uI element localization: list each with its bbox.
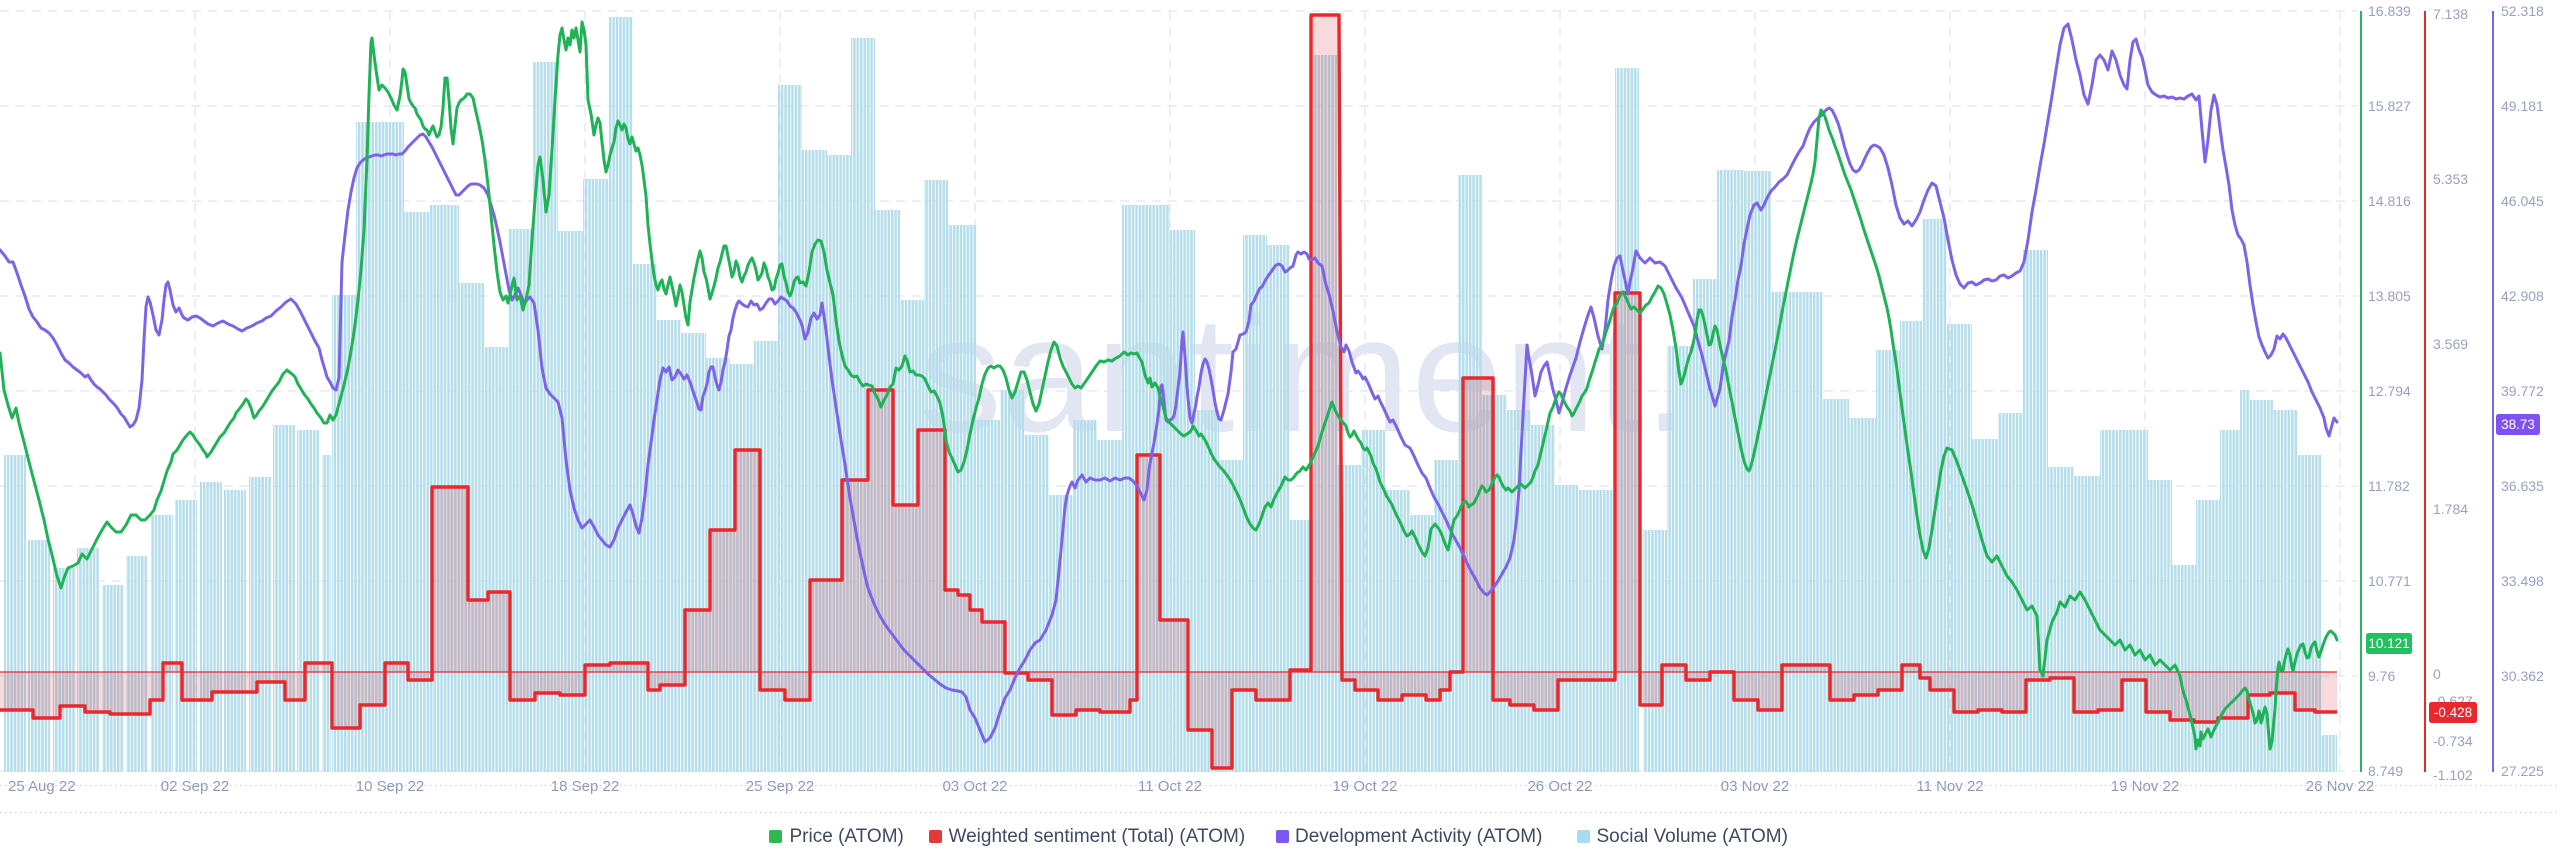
- svg-text:36.635: 36.635: [2501, 478, 2544, 494]
- svg-text:27.225: 27.225: [2501, 763, 2544, 779]
- svg-text:5.353: 5.353: [2433, 171, 2468, 187]
- svg-text:10.771: 10.771: [2368, 573, 2411, 589]
- svg-text:52.318: 52.318: [2501, 3, 2544, 19]
- svg-text:33.498: 33.498: [2501, 573, 2544, 589]
- svg-text:12.794: 12.794: [2368, 383, 2411, 399]
- svg-text:19 Oct 22: 19 Oct 22: [1332, 778, 1397, 795]
- svg-text:30.362: 30.362: [2501, 668, 2544, 684]
- svg-text:42.908: 42.908: [2501, 288, 2544, 304]
- svg-text:0: 0: [2433, 666, 2441, 682]
- svg-text:38.73: 38.73: [2501, 417, 2535, 432]
- svg-text:46.045: 46.045: [2501, 193, 2544, 209]
- svg-text:02 Sep 22: 02 Sep 22: [161, 778, 229, 795]
- svg-text:25 Aug 22: 25 Aug 22: [8, 778, 76, 795]
- svg-text:11.782: 11.782: [2368, 478, 2410, 494]
- svg-text:1.784: 1.784: [2433, 501, 2468, 517]
- svg-text:26 Nov 22: 26 Nov 22: [2306, 778, 2374, 795]
- svg-text:-1.102: -1.102: [2433, 767, 2473, 783]
- svg-text:18 Sep 22: 18 Sep 22: [551, 778, 619, 795]
- svg-text:Development Activity (ATOM): Development Activity (ATOM): [1295, 826, 1542, 847]
- svg-text:8.749: 8.749: [2368, 763, 2403, 779]
- svg-text:-0.734: -0.734: [2433, 733, 2473, 749]
- svg-text:15.827: 15.827: [2368, 98, 2411, 114]
- svg-text:03 Nov 22: 03 Nov 22: [1721, 778, 1789, 795]
- svg-text:14.816: 14.816: [2368, 193, 2411, 209]
- svg-text:16.839: 16.839: [2368, 3, 2411, 19]
- svg-text:10.121: 10.121: [2368, 636, 2409, 651]
- svg-text:3.569: 3.569: [2433, 336, 2468, 352]
- svg-text:26 Oct 22: 26 Oct 22: [1527, 778, 1592, 795]
- svg-text:19 Nov 22: 19 Nov 22: [2111, 778, 2179, 795]
- svg-text:03 Oct 22: 03 Oct 22: [942, 778, 1007, 795]
- svg-text:-0.428: -0.428: [2434, 705, 2472, 720]
- svg-text:10 Sep 22: 10 Sep 22: [356, 778, 424, 795]
- svg-text:11 Oct 22: 11 Oct 22: [1138, 778, 1202, 795]
- svg-text:39.772: 39.772: [2501, 383, 2544, 399]
- svg-text:9.76: 9.76: [2368, 668, 2395, 684]
- svg-text:Price (ATOM): Price (ATOM): [790, 826, 904, 847]
- svg-text:49.181: 49.181: [2501, 98, 2544, 114]
- svg-text:13.805: 13.805: [2368, 288, 2411, 304]
- svg-text:Social Volume (ATOM): Social Volume (ATOM): [1597, 826, 1788, 847]
- svg-text:25 Sep 22: 25 Sep 22: [746, 778, 814, 795]
- svg-text:Weighted sentiment (Total) (AT: Weighted sentiment (Total) (ATOM): [949, 826, 1246, 847]
- svg-text:11 Nov 22: 11 Nov 22: [1916, 778, 1983, 795]
- svg-text:7.138: 7.138: [2433, 6, 2468, 22]
